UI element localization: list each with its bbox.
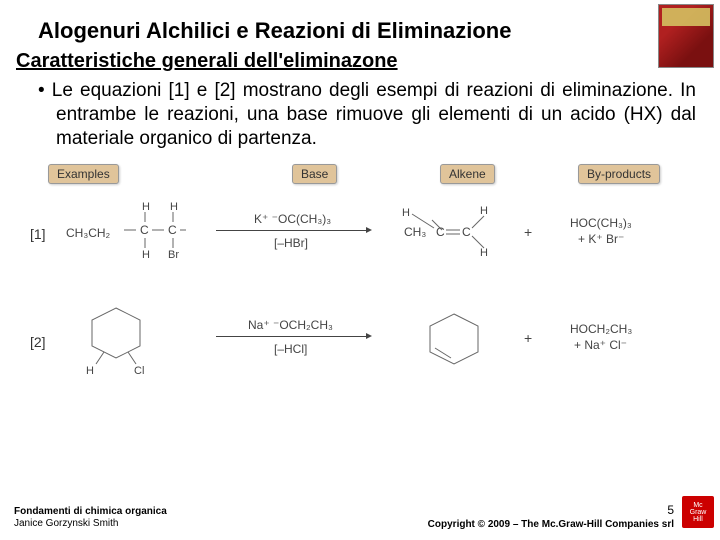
footer-right: 5 Copyright © 2009 – The Mc.Graw-Hill Co…: [428, 503, 674, 530]
eq1-alkene: CH₃ H C C H H: [402, 200, 488, 256]
slide-subtitle: Caratteristiche generali dell'eliminazon…: [0, 50, 720, 77]
eq1-reactant-structure: C C H H H Br: [118, 198, 188, 258]
copyright: Copyright © 2009 – The Mc.Graw-Hill Comp…: [428, 519, 674, 530]
svg-text:C: C: [140, 223, 149, 237]
eq1-plus: +: [524, 224, 532, 240]
eq1-base: K⁺ ⁻OC(CH₃)₃: [254, 212, 331, 226]
svg-text:H: H: [170, 201, 178, 213]
page-number: 5: [428, 503, 674, 517]
tag-byproducts: By-products: [578, 164, 660, 184]
eq2-reactant-structure: H Cl: [86, 300, 176, 380]
eq2-byprod2: + Na⁺ Cl⁻: [574, 338, 627, 352]
tag-base: Base: [292, 164, 337, 184]
eq2-arrow: [216, 336, 366, 337]
svg-text:C: C: [168, 223, 177, 237]
svg-text:CH₃: CH₃: [404, 225, 426, 239]
svg-text:C: C: [436, 225, 445, 239]
svg-text:H: H: [480, 247, 488, 256]
eq1-byprod2: + K⁺ Br⁻: [578, 232, 624, 246]
footer-author: Janice Gorzynski Smith: [14, 518, 167, 530]
eq2-plus: +: [524, 330, 532, 346]
eq1-loss: [–HBr]: [274, 236, 308, 250]
svg-text:H: H: [480, 205, 488, 217]
svg-text:Cl: Cl: [134, 365, 144, 377]
tag-alkene: Alkene: [440, 164, 495, 184]
svg-text:Br: Br: [168, 249, 179, 258]
eq1-byprod1: HOC(CH₃)₃: [570, 216, 632, 230]
eq2-label: [2]: [30, 334, 46, 350]
eq1-reactant-chain: CH₃CH₂: [66, 226, 110, 240]
eq2-loss: [–HCl]: [274, 342, 307, 356]
eq1-label: [1]: [30, 226, 46, 242]
svg-text:C: C: [462, 225, 471, 239]
book-cover-thumbnail: [658, 4, 714, 68]
eq2-alkene: [424, 306, 488, 370]
svg-text:H: H: [402, 207, 410, 219]
svg-text:H: H: [142, 249, 150, 258]
footer-book-title: Fondamenti di chimica organica: [14, 506, 167, 518]
eq2-byprod1: HOCH₂CH₃: [570, 322, 632, 336]
reaction-diagram: Examples Base Alkene By-products [1] CH₃…: [30, 164, 690, 404]
tag-examples: Examples: [48, 164, 119, 184]
slide-title: Alogenuri Alchilici e Reazioni di Elimin…: [0, 0, 720, 50]
svg-text:H: H: [86, 365, 94, 377]
eq1-arrow: [216, 230, 366, 231]
eq2-base: Na⁺ ⁻OCH₂CH₃: [248, 318, 333, 332]
mcgraw-hill-logo: McGrawHill: [682, 496, 714, 528]
footer-left: Fondamenti di chimica organica Janice Go…: [14, 506, 167, 530]
svg-text:H: H: [142, 201, 150, 213]
body-bullet: Le equazioni [1] e [2] mostrano degli es…: [0, 77, 720, 150]
